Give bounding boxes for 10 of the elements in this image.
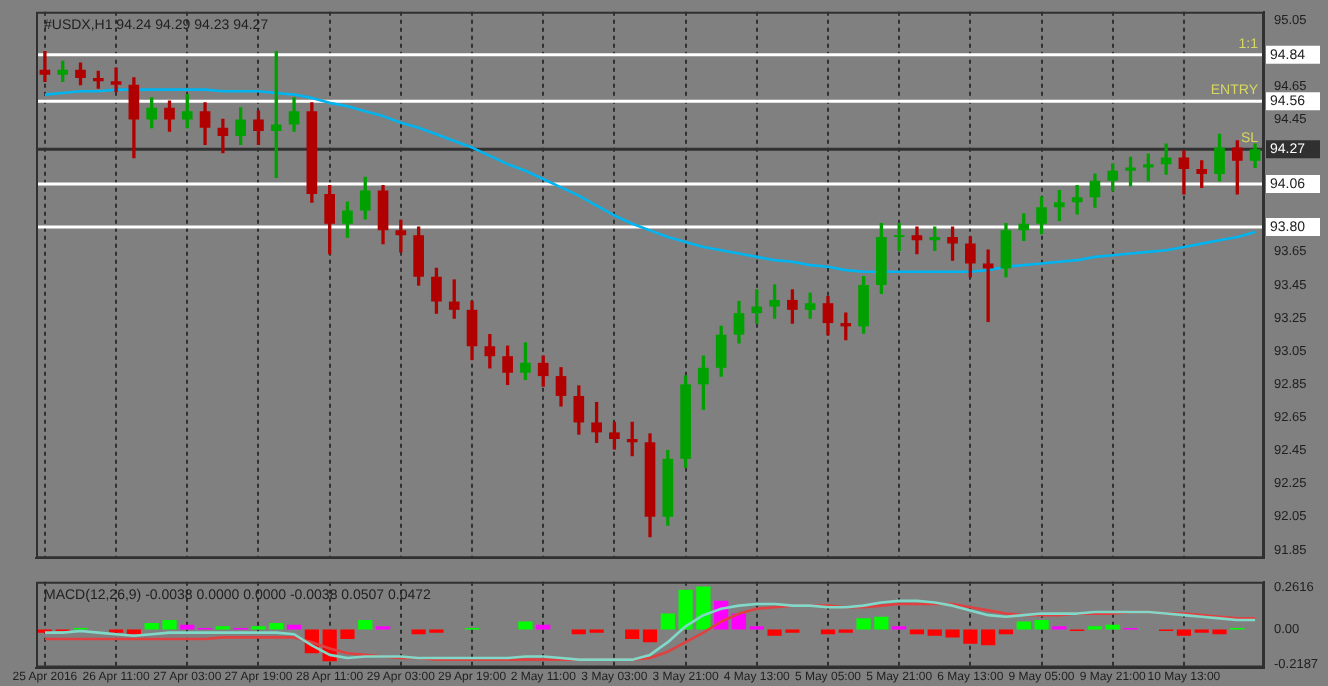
bar [909,629,925,635]
bar [126,629,141,635]
bar [981,629,996,646]
bar [998,629,1014,635]
bar [642,629,658,643]
bar [358,619,373,630]
bar [820,629,836,635]
bar [625,629,640,639]
bar [1176,629,1192,636]
bar [518,621,533,630]
